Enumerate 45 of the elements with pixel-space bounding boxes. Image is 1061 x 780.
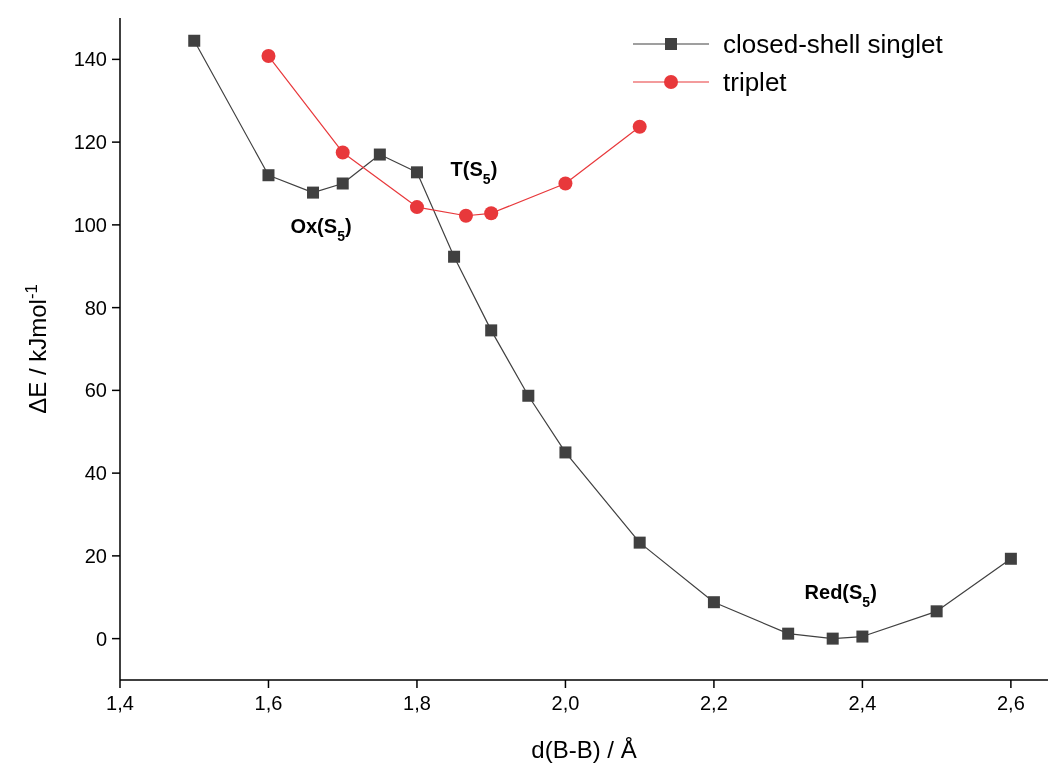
point [188, 34, 201, 47]
x-tick-label: 1,4 [106, 692, 134, 714]
x-tick-label: 2,4 [848, 692, 877, 714]
point [856, 630, 869, 643]
y-tick-label: 0 [95, 627, 107, 650]
point [307, 186, 320, 199]
x-tick-label: 1,8 [403, 692, 431, 714]
legend-label: triplet [723, 67, 788, 97]
annotation: T(S$_{5}$) [450, 157, 498, 187]
point [559, 446, 572, 459]
point [633, 536, 646, 549]
point [335, 145, 350, 160]
y-tick-label: 60 [84, 379, 107, 402]
annotation: Ox(S$_{5}$) [290, 214, 352, 244]
x-tick-label: 1,6 [254, 692, 283, 714]
point [458, 208, 473, 223]
point [707, 596, 720, 609]
y-tick-label: 120 [73, 131, 107, 154]
point [826, 632, 839, 645]
x-tick-label: 2,0 [551, 692, 580, 714]
annotation: Red(S$_{5}$) [804, 580, 877, 610]
point [373, 148, 386, 161]
point [448, 250, 461, 263]
point [261, 49, 276, 64]
point [782, 627, 795, 640]
legend-label: closed-shell singlet [723, 29, 944, 59]
point [262, 169, 275, 182]
point [1004, 552, 1017, 565]
x-tick-label: 2,6 [996, 692, 1025, 714]
point [522, 389, 535, 402]
y-tick-label: 40 [84, 462, 107, 485]
y-tick-label: 20 [84, 544, 107, 567]
x-tick-label: 2,2 [700, 692, 728, 714]
y-tick-label: 140 [73, 48, 107, 71]
point [409, 200, 424, 215]
y-tick-label: 80 [84, 296, 107, 319]
point [632, 119, 647, 134]
point [930, 605, 943, 618]
point [484, 206, 499, 221]
x-axis-title: d(B-B) / Å [531, 736, 637, 763]
point [410, 166, 423, 179]
y-tick-label: 100 [73, 213, 107, 236]
point [558, 176, 573, 191]
point [336, 177, 349, 190]
point [485, 324, 498, 337]
